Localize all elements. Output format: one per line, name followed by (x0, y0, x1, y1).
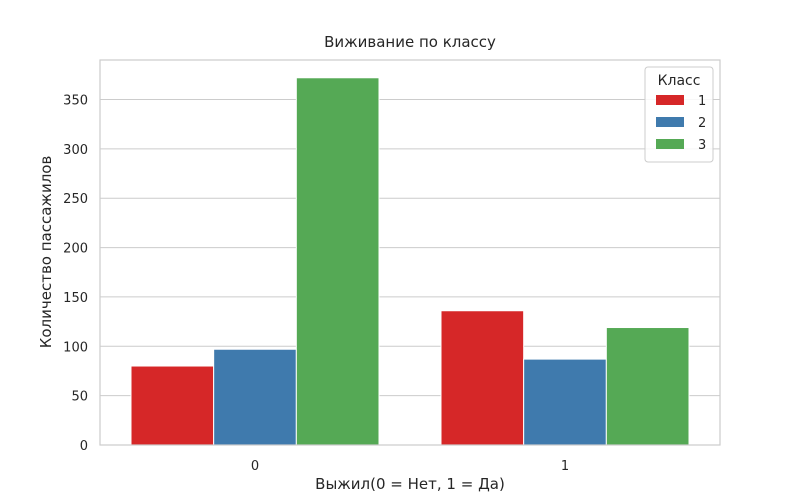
legend-label-class-1: 1 (698, 94, 706, 109)
grid-lines (100, 98, 720, 397)
y-tick-labels: 0 50 100 150 200 250 300 350 (63, 93, 88, 454)
legend-title: Класс (658, 73, 701, 89)
legend-label-class-3: 3 (698, 138, 706, 153)
bar-survived-0-class-2 (213, 348, 297, 446)
bar-survived-1-class-2 (523, 358, 607, 446)
x-axis-label: Выжил(0 = Нет, 1 = Да) (315, 475, 505, 493)
x-tick-label: 1 (561, 459, 569, 474)
y-tick-label: 50 (71, 390, 88, 405)
y-tick-label: 100 (63, 340, 88, 355)
y-tick-label: 200 (63, 242, 88, 257)
bar-survived-1-class-3 (605, 327, 690, 446)
y-tick-label: 250 (63, 192, 88, 207)
y-tick-label: 150 (63, 291, 88, 306)
chart-title: Виживание по классу (324, 33, 496, 51)
plot-frame (99, 59, 721, 446)
legend-swatch-class-1 (656, 95, 684, 105)
bar-survived-1-class-1 (440, 310, 525, 446)
y-tick-label: 350 (63, 93, 88, 108)
bar-survived-0-class-3 (295, 77, 380, 446)
bar-survived-0-class-1 (130, 365, 215, 446)
bars (130, 77, 690, 446)
legend: Класс 1 2 3 (644, 66, 714, 163)
y-axis-label: Количество пассажилов (37, 156, 55, 349)
legend-swatch-class-3 (656, 139, 684, 149)
legend-label-class-2: 2 (698, 116, 706, 131)
x-tick-label: 0 (251, 459, 259, 474)
y-tick-label: 300 (63, 143, 88, 158)
legend-swatch-class-2 (656, 117, 684, 127)
y-tick-label: 0 (80, 439, 88, 454)
legend-box (644, 66, 714, 163)
